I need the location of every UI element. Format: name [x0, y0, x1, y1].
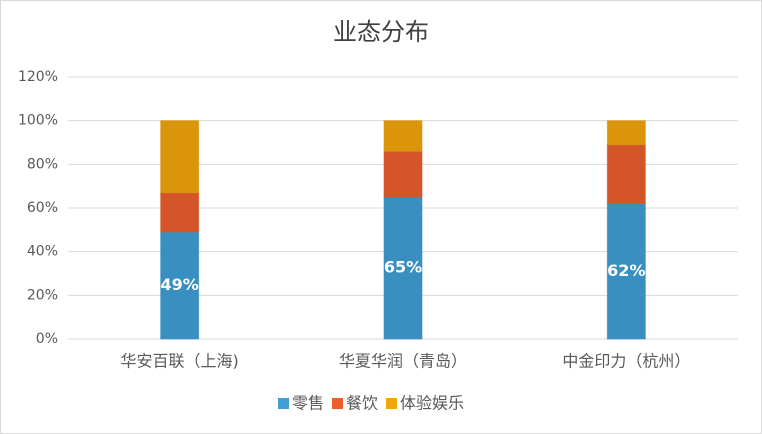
bar-segment	[383, 196, 423, 340]
x-tick-label: 华安百联（上海)	[121, 352, 239, 371]
y-tick-label: 60%	[27, 200, 58, 216]
data-label: 65%	[384, 258, 422, 277]
legend-label: 零售	[292, 394, 324, 413]
y-tick-label: 120%	[18, 69, 58, 85]
bar-segment	[160, 120, 200, 194]
bar-segment	[606, 144, 646, 205]
bar-segment	[383, 150, 423, 198]
data-label: 62%	[607, 261, 645, 280]
data-label: 49%	[161, 275, 199, 294]
legend-label: 餐饮	[346, 394, 378, 413]
legend-swatch	[332, 398, 344, 409]
chart-title: 业态分布	[333, 18, 429, 46]
y-tick-label: 0%	[36, 331, 58, 347]
legend-label: 体验娱乐	[400, 394, 464, 413]
legend-swatch	[386, 398, 398, 409]
bar-segment	[383, 120, 423, 152]
legend-swatch	[278, 398, 289, 409]
bar-segment	[160, 231, 200, 340]
bar-segment	[606, 120, 646, 146]
x-tick-label: 中金印力（杭州）	[562, 352, 690, 371]
y-tick-label: 20%	[27, 287, 58, 303]
x-tick-label: 华夏华润（青岛）	[339, 352, 467, 371]
y-tick-label: 40%	[27, 244, 58, 260]
bar-segment	[606, 203, 646, 340]
y-tick-label: 80%	[27, 156, 58, 172]
y-tick-label: 100%	[18, 113, 58, 129]
bar-segment	[160, 192, 200, 233]
